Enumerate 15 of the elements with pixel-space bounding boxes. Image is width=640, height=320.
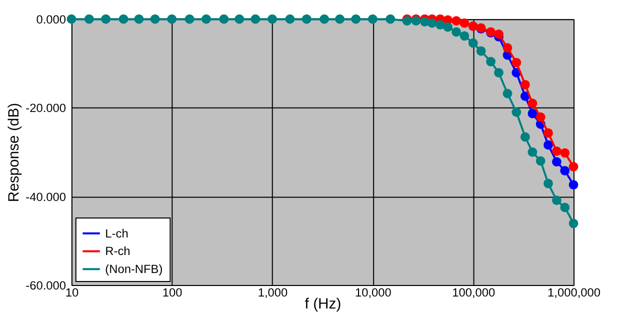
x-tick-label: 10 xyxy=(65,285,79,300)
x-tick-label: 100,000 xyxy=(452,285,496,300)
x-tick-label: 10,000 xyxy=(354,285,392,300)
x-tick-label: 100 xyxy=(162,285,183,300)
x-tick-label: 1,000,000 xyxy=(548,285,601,300)
x-axis-title: f (Hz) xyxy=(304,296,342,312)
x-tick-label: 1,000 xyxy=(258,285,288,300)
y-axis-title: Response (dB) xyxy=(6,102,23,202)
y-tick-label: -20.000 xyxy=(26,101,66,116)
y-tick-label: 0.000 xyxy=(36,12,66,27)
y-tick-label: -60.000 xyxy=(26,278,66,292)
legend-label: L-ch xyxy=(105,226,128,240)
y-tick-label: -40.000 xyxy=(26,190,66,204)
legend-label: (Non-NFB) xyxy=(105,262,163,276)
legend-label: R-ch xyxy=(105,244,130,258)
